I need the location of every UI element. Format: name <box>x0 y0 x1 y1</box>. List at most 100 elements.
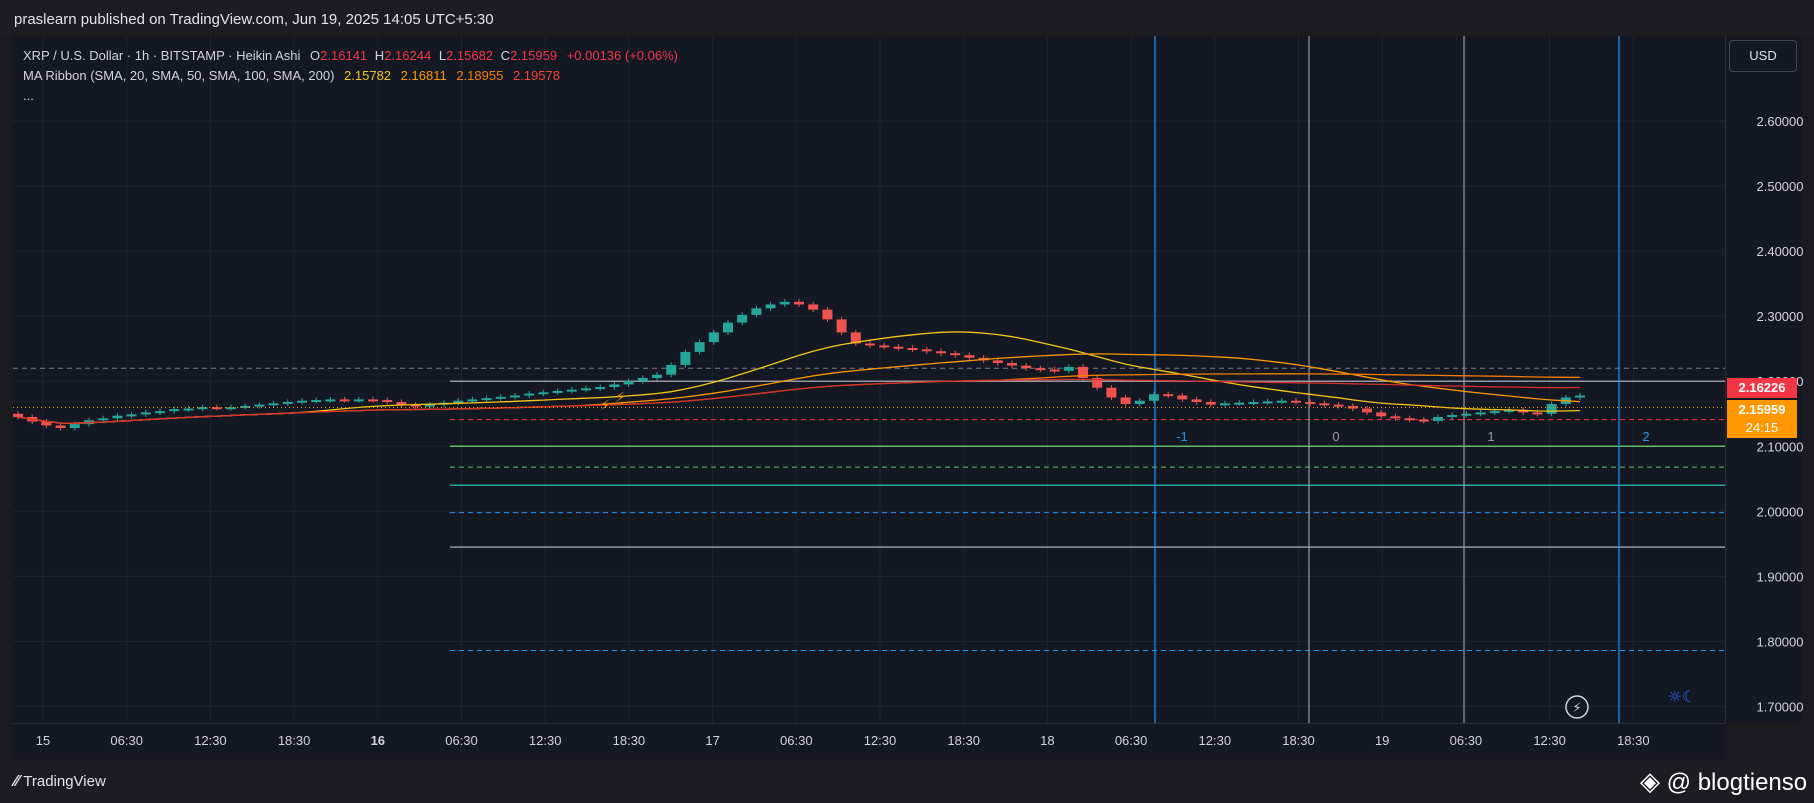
time-tick-label: 12:30 <box>1533 733 1566 748</box>
ma-ribbon-title[interactable]: MA Ribbon (SMA, 20, SMA, 50, SMA, 100, S… <box>23 68 335 83</box>
time-tick-label: 12:30 <box>529 733 562 748</box>
candle-body <box>453 400 464 403</box>
candle-body <box>155 411 165 414</box>
time-tick-label: 19 <box>1375 733 1389 748</box>
candle-body <box>1291 400 1301 403</box>
time-tick-label: 12:30 <box>194 733 227 748</box>
candle-body <box>1333 404 1344 407</box>
candle-body <box>1532 412 1543 415</box>
price-tick-label: 1.80000 <box>1757 634 1804 649</box>
candle-body <box>1319 403 1330 406</box>
ma-ribbon-row: MA Ribbon (SMA, 20, SMA, 50, SMA, 100, S… <box>23 66 678 86</box>
price-tick-label: 2.00000 <box>1757 504 1804 519</box>
candle-body <box>623 381 634 385</box>
high-label: H <box>374 48 385 63</box>
price-tick-label: 1.90000 <box>1757 569 1804 584</box>
time-tick-label: 18:30 <box>1617 733 1650 748</box>
candle-body <box>297 400 307 403</box>
currency-button[interactable]: USD <box>1729 40 1797 72</box>
symbol-title[interactable]: XRP / U.S. Dollar · 1h · BITSTAMP · Heik… <box>23 48 301 63</box>
price-tick-label: 2.10000 <box>1757 439 1804 454</box>
candle-body <box>808 304 819 310</box>
candle-body <box>1575 395 1585 398</box>
candle-body <box>1106 387 1117 398</box>
candle-body <box>1362 408 1372 413</box>
candle-body <box>140 412 151 415</box>
binance-logo-icon: ◈ <box>1640 766 1660 796</box>
candle-body <box>779 301 790 305</box>
time-tick-label: 06:30 <box>445 733 478 748</box>
candle-body <box>1078 366 1088 378</box>
candle-body <box>481 398 492 401</box>
price-tick-label: 2.40000 <box>1757 244 1804 259</box>
lightning-icon: ⚡ <box>1572 701 1581 716</box>
time-tick-label: 06:30 <box>780 733 813 748</box>
ma-line-3 <box>17 378 1581 424</box>
candle-body <box>794 301 804 305</box>
candle-body <box>524 393 535 396</box>
time-axis[interactable] <box>13 723 1725 759</box>
candle-body <box>1220 403 1230 406</box>
lightning-icon: ⚡ <box>600 398 610 414</box>
candle-body <box>936 351 946 354</box>
candle-body <box>183 408 194 411</box>
candle-body <box>13 413 23 417</box>
legend-more-button[interactable]: ... <box>23 88 34 103</box>
time-tick-label: 15 <box>36 733 50 748</box>
candle-body <box>723 322 733 333</box>
candle-body <box>1248 402 1259 405</box>
candle-body <box>1504 409 1514 412</box>
candle-body <box>1007 362 1017 366</box>
candle-body <box>339 399 350 402</box>
price-tick-label: 2.60000 <box>1757 114 1804 129</box>
candle-body <box>1049 369 1060 372</box>
candle-body <box>1276 400 1287 403</box>
candle-body <box>211 407 222 410</box>
candle-body <box>1092 377 1103 388</box>
chart-pane[interactable] <box>13 36 1725 723</box>
candle-body <box>69 424 80 429</box>
price-badge-last: 2.15959 24:15 <box>1727 400 1797 438</box>
publish-header: praslearn published on TradingView.com, … <box>0 0 1814 36</box>
candle-body <box>424 404 435 407</box>
time-tick-label: 18:30 <box>613 733 646 748</box>
price-tick-label: 1.70000 <box>1757 699 1804 714</box>
candle-body <box>879 345 890 348</box>
time-tick-label: 18:30 <box>947 733 980 748</box>
candle-body <box>1177 395 1188 400</box>
candle-body <box>41 421 52 426</box>
candle-body <box>609 384 620 388</box>
candle-body <box>865 343 875 346</box>
candle-body <box>410 404 421 407</box>
cycle-label: 2 <box>1642 429 1649 444</box>
candle-body <box>1205 402 1216 405</box>
footer-bar <box>0 760 1814 803</box>
candle-body <box>1163 394 1174 397</box>
time-tick-label: 18 <box>1040 733 1054 748</box>
lightning-circle-icon <box>1565 695 1589 719</box>
tradingview-logo[interactable]: ⁄⁄ TradingView <box>14 773 106 791</box>
candle-body <box>637 377 648 382</box>
candle-body <box>467 399 478 402</box>
candle-body <box>1489 411 1500 414</box>
time-tick-label: 18:30 <box>1282 733 1315 748</box>
time-tick-label: 12:30 <box>1199 733 1232 748</box>
candle-body <box>1390 416 1401 419</box>
candle-body <box>921 349 932 352</box>
candle-body <box>950 353 961 356</box>
candle-body <box>169 409 180 412</box>
candle-body <box>1475 412 1486 415</box>
candle-body <box>1305 402 1316 405</box>
ma100-value: 2.18955 <box>456 68 504 83</box>
tv-logo-icon: ⁄⁄ <box>14 773 20 790</box>
candle-body <box>737 314 748 323</box>
candle-body <box>353 399 364 402</box>
candle-body <box>964 355 975 358</box>
candle-body <box>98 418 109 421</box>
price-tick-label: 2.30000 <box>1757 309 1804 324</box>
candle-body <box>1546 403 1557 414</box>
candle-body <box>566 389 577 392</box>
ma20-value: 2.15782 <box>344 68 392 83</box>
low-label: L <box>438 48 447 63</box>
